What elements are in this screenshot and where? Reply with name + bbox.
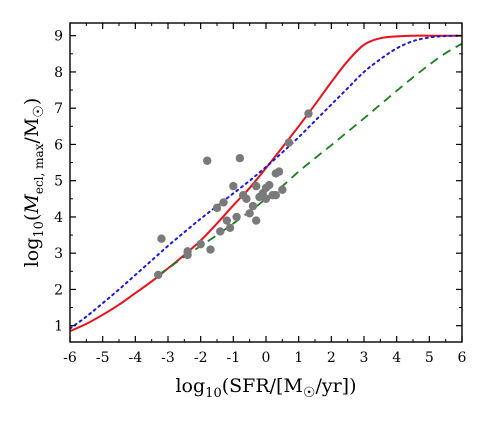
x-label-log: log <box>175 375 205 397</box>
x-axis-label: log10(SFR/[M☉/yr]) <box>175 375 356 401</box>
x-tick-label: 5 <box>425 350 434 366</box>
data-point <box>225 223 235 233</box>
y-tick-label: 7 <box>54 101 63 117</box>
y-label-log-sub: 10 <box>32 221 47 238</box>
x-tick-label: -3 <box>161 350 175 366</box>
y-tick-label: 4 <box>54 210 63 226</box>
y-label-log: log <box>21 238 43 268</box>
y-label-close: ) <box>21 98 43 105</box>
data-point <box>232 212 241 222</box>
x-label-body: (SFR/[M <box>222 375 303 397</box>
x-tick-label: -1 <box>227 350 241 366</box>
x-label-log-sub: 10 <box>205 386 222 401</box>
y-label-mass: M <box>21 194 43 215</box>
data-point <box>154 270 163 280</box>
data-point <box>245 209 254 218</box>
y-label-open: ( <box>21 214 43 221</box>
y-tick-label: 9 <box>54 29 63 45</box>
data-point <box>304 109 313 118</box>
x-tick-label: 4 <box>392 350 401 366</box>
data-point <box>206 245 215 254</box>
x-tick-label: -5 <box>96 350 110 366</box>
curve-dotted <box>70 34 462 330</box>
data-point <box>242 194 251 204</box>
y-tick-label: 6 <box>54 137 63 153</box>
data-point <box>219 198 228 207</box>
data-point <box>252 181 261 191</box>
data-point <box>252 216 261 225</box>
data-point <box>235 154 245 163</box>
data-point <box>265 180 274 190</box>
x-tick-label: 0 <box>262 350 271 366</box>
data-point <box>212 203 222 213</box>
data-point <box>274 167 284 176</box>
x-tick-label: -6 <box>63 350 77 366</box>
x-tick-label: 2 <box>327 350 336 366</box>
y-axis-ticks: 1 2 3 4 5 6 7 8 9 <box>54 29 462 335</box>
data-point <box>261 194 271 204</box>
x-tick-label: 3 <box>360 350 369 366</box>
x-tick-label: 1 <box>294 350 303 366</box>
x-tick-label: -4 <box>129 350 143 366</box>
data-point <box>216 227 225 236</box>
data-point <box>284 138 294 147</box>
x-label-suffix: /yr]) <box>315 375 356 397</box>
y-tick-label: 3 <box>54 246 63 262</box>
data-point <box>278 185 287 194</box>
x-tick-label: 6 <box>458 350 467 366</box>
data-points <box>154 109 313 280</box>
y-axis-label: log10(Mecl, max/M☉) <box>21 98 47 268</box>
data-point <box>222 216 231 225</box>
y-tick-label: 1 <box>54 319 63 335</box>
data-point <box>183 247 192 256</box>
data-point <box>248 201 258 211</box>
y-label-mass-sub: ecl, max <box>32 143 46 194</box>
y-label-sun-symbol: ☉ <box>31 105 47 118</box>
x-axis-ticks: -6 -5 -4 -3 -2 -1 0 1 2 3 4 5 6 <box>63 23 467 366</box>
y-label-mid: /M <box>21 118 43 144</box>
x-tick-label: -2 <box>194 350 208 366</box>
data-point <box>229 181 238 191</box>
y-tick-label: 5 <box>54 174 63 190</box>
data-point <box>203 156 212 165</box>
data-point <box>157 234 166 243</box>
y-tick-label: 2 <box>54 282 63 298</box>
x-label-sun-symbol: ☉ <box>303 385 316 401</box>
data-point <box>196 239 205 249</box>
data-point <box>271 190 280 200</box>
y-tick-label: 8 <box>54 65 63 81</box>
